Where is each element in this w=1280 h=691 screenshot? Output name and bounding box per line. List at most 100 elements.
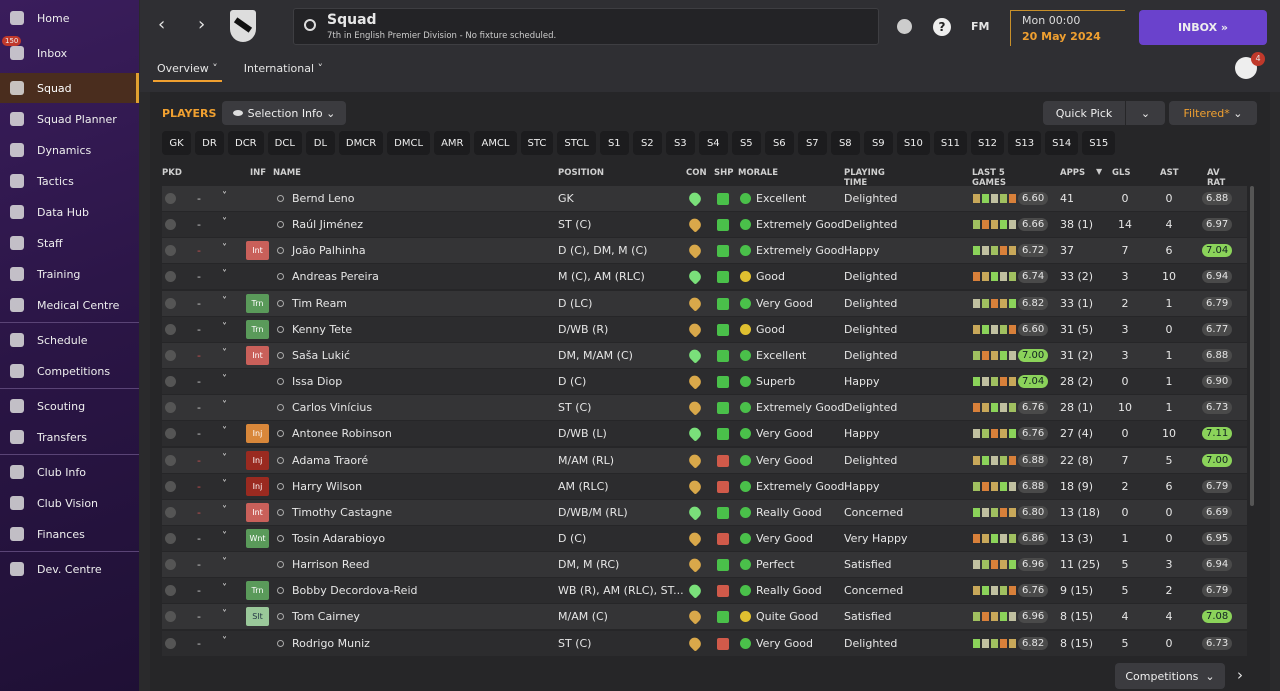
- nav-item[interactable]: Squad Planner: [0, 104, 139, 134]
- nav-item[interactable]: Data Hub: [0, 197, 139, 227]
- nav-item[interactable]: Finances: [0, 519, 139, 549]
- row-menu[interactable]: ˅: [222, 400, 227, 412]
- nav-item[interactable]: Schedule: [0, 325, 139, 355]
- player-row[interactable]: - ˅ Int Saša Lukić DM, M/AM (C) Excellent Deli…: [162, 342, 1247, 368]
- position-filter[interactable]: DR: [195, 131, 224, 155]
- position-filter[interactable]: S6: [764, 131, 794, 155]
- player-row[interactable]: - ˅ Inj Adama Traoré M/AM (RL) Very Good Delig…: [162, 447, 1247, 473]
- fm-logo[interactable]: FM: [971, 20, 990, 33]
- player-row[interactable]: - ˅ Inj Harry Wilson AM (RLC) Extremely Good H…: [162, 473, 1247, 499]
- row-menu[interactable]: ˅: [222, 609, 227, 621]
- row-menu[interactable]: ˅: [222, 243, 227, 255]
- position-filter[interactable]: DMCR: [338, 131, 384, 155]
- column-header[interactable]: NAME: [273, 168, 301, 178]
- position-filter[interactable]: S11: [933, 131, 967, 155]
- pick-toggle[interactable]: [165, 611, 176, 623]
- position-filter[interactable]: STCL: [557, 131, 596, 155]
- position-filter[interactable]: S3: [665, 131, 695, 155]
- pick-toggle[interactable]: [165, 402, 176, 414]
- tab[interactable]: Overview ˅: [153, 60, 222, 82]
- pick-toggle[interactable]: [165, 219, 176, 231]
- player-row[interactable]: - ˅ Raúl Jiménez ST (C) Extremely Good Deligh…: [162, 212, 1247, 238]
- position-filter[interactable]: S15: [1082, 131, 1116, 155]
- player-row[interactable]: - ˅ Andreas Pereira M (C), AM (RLC) Good Deli…: [162, 264, 1247, 290]
- player-row[interactable]: - ˅ Int Timothy Castagne D/WB/M (RL) Really G…: [162, 499, 1247, 525]
- row-menu[interactable]: ˅: [222, 426, 227, 438]
- column-header[interactable]: CON: [686, 168, 707, 178]
- position-filter[interactable]: S5: [731, 131, 761, 155]
- help-icon[interactable]: ?: [933, 18, 951, 36]
- date-box[interactable]: Mon 00:00 20 May 2024: [1010, 10, 1125, 46]
- pick-toggle[interactable]: [165, 532, 176, 544]
- nav-item[interactable]: Scouting: [0, 391, 139, 421]
- pick-toggle[interactable]: [165, 585, 176, 597]
- position-filter[interactable]: DL: [305, 131, 335, 155]
- player-row[interactable]: - ˅ Slt Tom Cairney M/AM (C) Quite Good Satisf…: [162, 604, 1247, 630]
- position-filter[interactable]: S12: [970, 131, 1005, 155]
- quick-pick-menu[interactable]: ⌄: [1126, 101, 1165, 125]
- nav-item[interactable]: Club Vision: [0, 488, 139, 518]
- position-filter[interactable]: GK: [162, 131, 191, 155]
- player-row[interactable]: - ˅ Wnt Tosin Adarabioyo D (C) Very Good Very …: [162, 525, 1247, 551]
- player-row[interactable]: - ˅ Bernd Leno GK Excellent Delighted 6.60 41 0 0…: [162, 186, 1247, 211]
- nav-item[interactable]: Dynamics: [0, 135, 139, 165]
- position-filter[interactable]: S1: [599, 131, 629, 155]
- row-menu[interactable]: ˅: [222, 217, 227, 229]
- player-row[interactable]: - ˅ Issa Diop D (C) Superb Happy 7.04 28 (2) 0 1 6…: [162, 369, 1247, 395]
- pick-toggle[interactable]: [165, 637, 176, 649]
- player-row[interactable]: - ˅ Trn Kenny Tete D/WB (R) Good Delighted 6.60…: [162, 316, 1247, 342]
- nav-item[interactable]: Training: [0, 259, 139, 289]
- pick-toggle[interactable]: [165, 454, 176, 466]
- player-row[interactable]: - ˅ Inj Antonee Robinson D/WB (L) Very Good Ha…: [162, 421, 1247, 447]
- row-menu[interactable]: ˅: [222, 269, 227, 281]
- column-header[interactable]: SHP: [714, 168, 734, 178]
- player-row[interactable]: - ˅ Harrison Reed DM, M (RC) Perfect Satisfie…: [162, 552, 1247, 578]
- pick-toggle[interactable]: [165, 297, 176, 309]
- position-filter[interactable]: S10: [896, 131, 930, 155]
- nav-item[interactable]: Squad: [0, 73, 139, 103]
- player-row[interactable]: - ˅ Carlos Vinícius ST (C) Extremely Good Del…: [162, 395, 1247, 421]
- column-header[interactable]: LAST 5 GAMES: [972, 168, 1006, 188]
- nav-item[interactable]: Competitions: [0, 356, 139, 386]
- position-filter[interactable]: AMCL: [474, 131, 517, 155]
- position-filter[interactable]: DCR: [228, 131, 264, 155]
- competitions-button[interactable]: Competitions ⌄: [1115, 663, 1225, 689]
- column-header[interactable]: GLS: [1112, 168, 1131, 178]
- player-row[interactable]: - ˅ Rodrigo Muniz ST (C) Very Good Delighted 6…: [162, 630, 1247, 656]
- column-header[interactable]: AST: [1160, 168, 1179, 178]
- row-menu[interactable]: ˅: [222, 635, 227, 647]
- pick-toggle[interactable]: [165, 506, 176, 518]
- pick-toggle[interactable]: [165, 349, 176, 361]
- position-filter[interactable]: S8: [830, 131, 860, 155]
- row-menu[interactable]: ˅: [222, 583, 227, 595]
- row-menu[interactable]: ˅: [222, 295, 227, 307]
- nav-item[interactable]: Club Info: [0, 457, 139, 487]
- nav-item[interactable]: Staff: [0, 228, 139, 258]
- back-button[interactable]: ‹: [158, 14, 166, 35]
- row-menu[interactable]: ˅: [222, 191, 227, 202]
- player-row[interactable]: - ˅ Trn Tim Ream D (LC) Very Good Delighted 6.8…: [162, 290, 1247, 316]
- inbox-button[interactable]: INBOX »: [1139, 10, 1267, 45]
- selection-info[interactable]: Selection Info ⌄: [222, 101, 346, 125]
- position-filter[interactable]: DMCL: [387, 131, 431, 155]
- row-menu[interactable]: ˅: [222, 530, 227, 542]
- row-menu[interactable]: ˅: [222, 321, 227, 333]
- pick-toggle[interactable]: [165, 428, 176, 440]
- column-header[interactable]: POSITION: [558, 168, 605, 178]
- filter-button[interactable]: Filtered* ⌄: [1169, 101, 1257, 125]
- position-filter[interactable]: S4: [698, 131, 728, 155]
- column-header[interactable]: APPS: [1060, 168, 1086, 178]
- position-filter[interactable]: AMR: [434, 131, 471, 155]
- nav-item[interactable]: Dev. Centre: [0, 554, 139, 584]
- row-menu[interactable]: ˅: [222, 504, 227, 516]
- position-filter[interactable]: S9: [863, 131, 893, 155]
- player-row[interactable]: - ˅ Trn Bobby Decordova-Reid WB (R), AM (RLC…: [162, 578, 1247, 604]
- row-menu[interactable]: ˅: [222, 557, 227, 569]
- row-menu[interactable]: ˅: [222, 374, 227, 386]
- position-filter[interactable]: S2: [632, 131, 662, 155]
- position-filter[interactable]: STC: [520, 131, 554, 155]
- pick-toggle[interactable]: [165, 323, 176, 335]
- row-menu[interactable]: ˅: [222, 347, 227, 359]
- row-menu[interactable]: ˅: [222, 478, 227, 490]
- nav-item[interactable]: Medical Centre: [0, 290, 139, 320]
